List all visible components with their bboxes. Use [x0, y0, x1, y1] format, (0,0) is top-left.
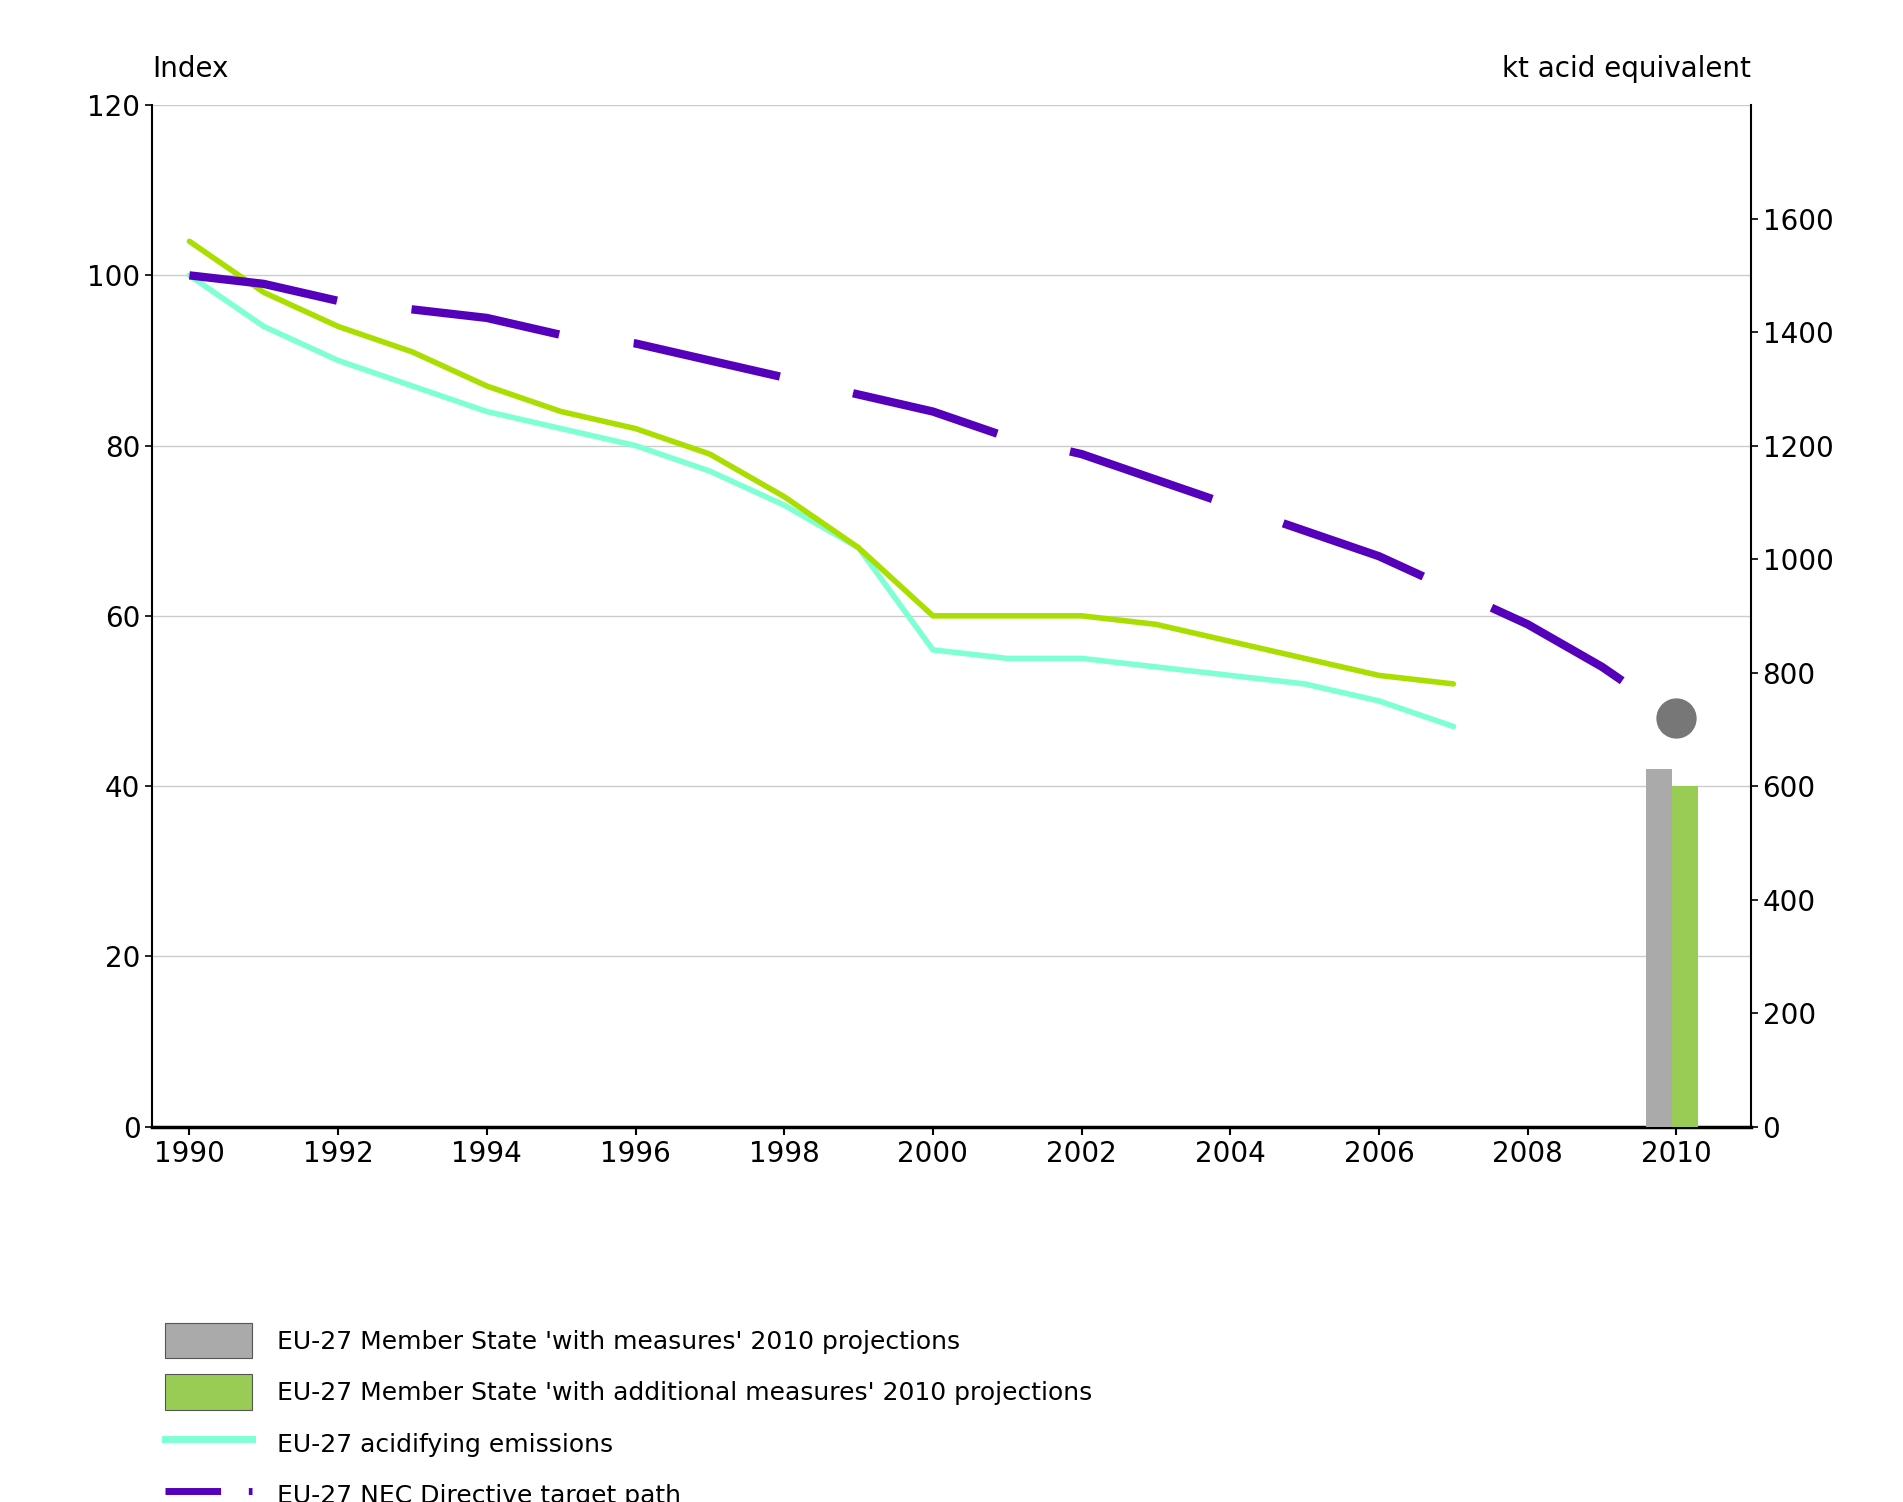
Text: Index: Index: [152, 54, 228, 83]
Legend: EU-27 Member State 'with measures' 2010 projections, EU-27 Member State 'with ad: EU-27 Member State 'with measures' 2010 …: [166, 1323, 1092, 1502]
Text: kt acid equivalent: kt acid equivalent: [1501, 54, 1751, 83]
Bar: [1646, 769, 1671, 1126]
Bar: [1673, 786, 1697, 1126]
